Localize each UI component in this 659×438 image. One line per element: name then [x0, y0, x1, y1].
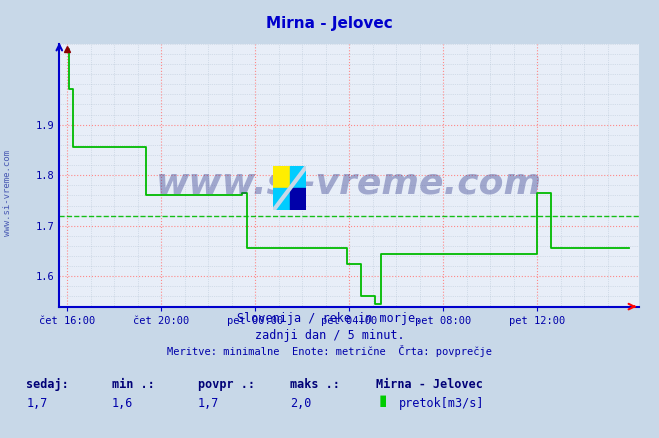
Text: pretok[m3/s]: pretok[m3/s] [399, 397, 484, 410]
Bar [290, 188, 306, 210]
Text: www.si-vreme.com: www.si-vreme.com [156, 166, 542, 200]
Text: Mirna - Jelovec: Mirna - Jelovec [266, 17, 393, 32]
Bar [273, 188, 290, 210]
Text: Meritve: minimalne  Enote: metrične  Črta: povprečje: Meritve: minimalne Enote: metrične Črta:… [167, 345, 492, 357]
Text: maks .:: maks .: [290, 378, 340, 391]
Text: min .:: min .: [112, 378, 155, 391]
Text: Slovenija / reke in morje.: Slovenija / reke in morje. [237, 312, 422, 325]
Text: 2,0: 2,0 [290, 397, 311, 410]
Text: 1,6: 1,6 [112, 397, 133, 410]
Text: sedaj:: sedaj: [26, 378, 69, 391]
Text: 1,7: 1,7 [26, 397, 47, 410]
Text: zadnji dan / 5 minut.: zadnji dan / 5 minut. [254, 328, 405, 342]
Bar [290, 166, 306, 188]
Text: 1,7: 1,7 [198, 397, 219, 410]
Text: www.si-vreme.com: www.si-vreme.com [3, 150, 13, 236]
Text: povpr .:: povpr .: [198, 378, 254, 391]
Text: Mirna - Jelovec: Mirna - Jelovec [376, 378, 482, 391]
Bar [273, 166, 290, 188]
Text: ▮: ▮ [379, 393, 387, 408]
